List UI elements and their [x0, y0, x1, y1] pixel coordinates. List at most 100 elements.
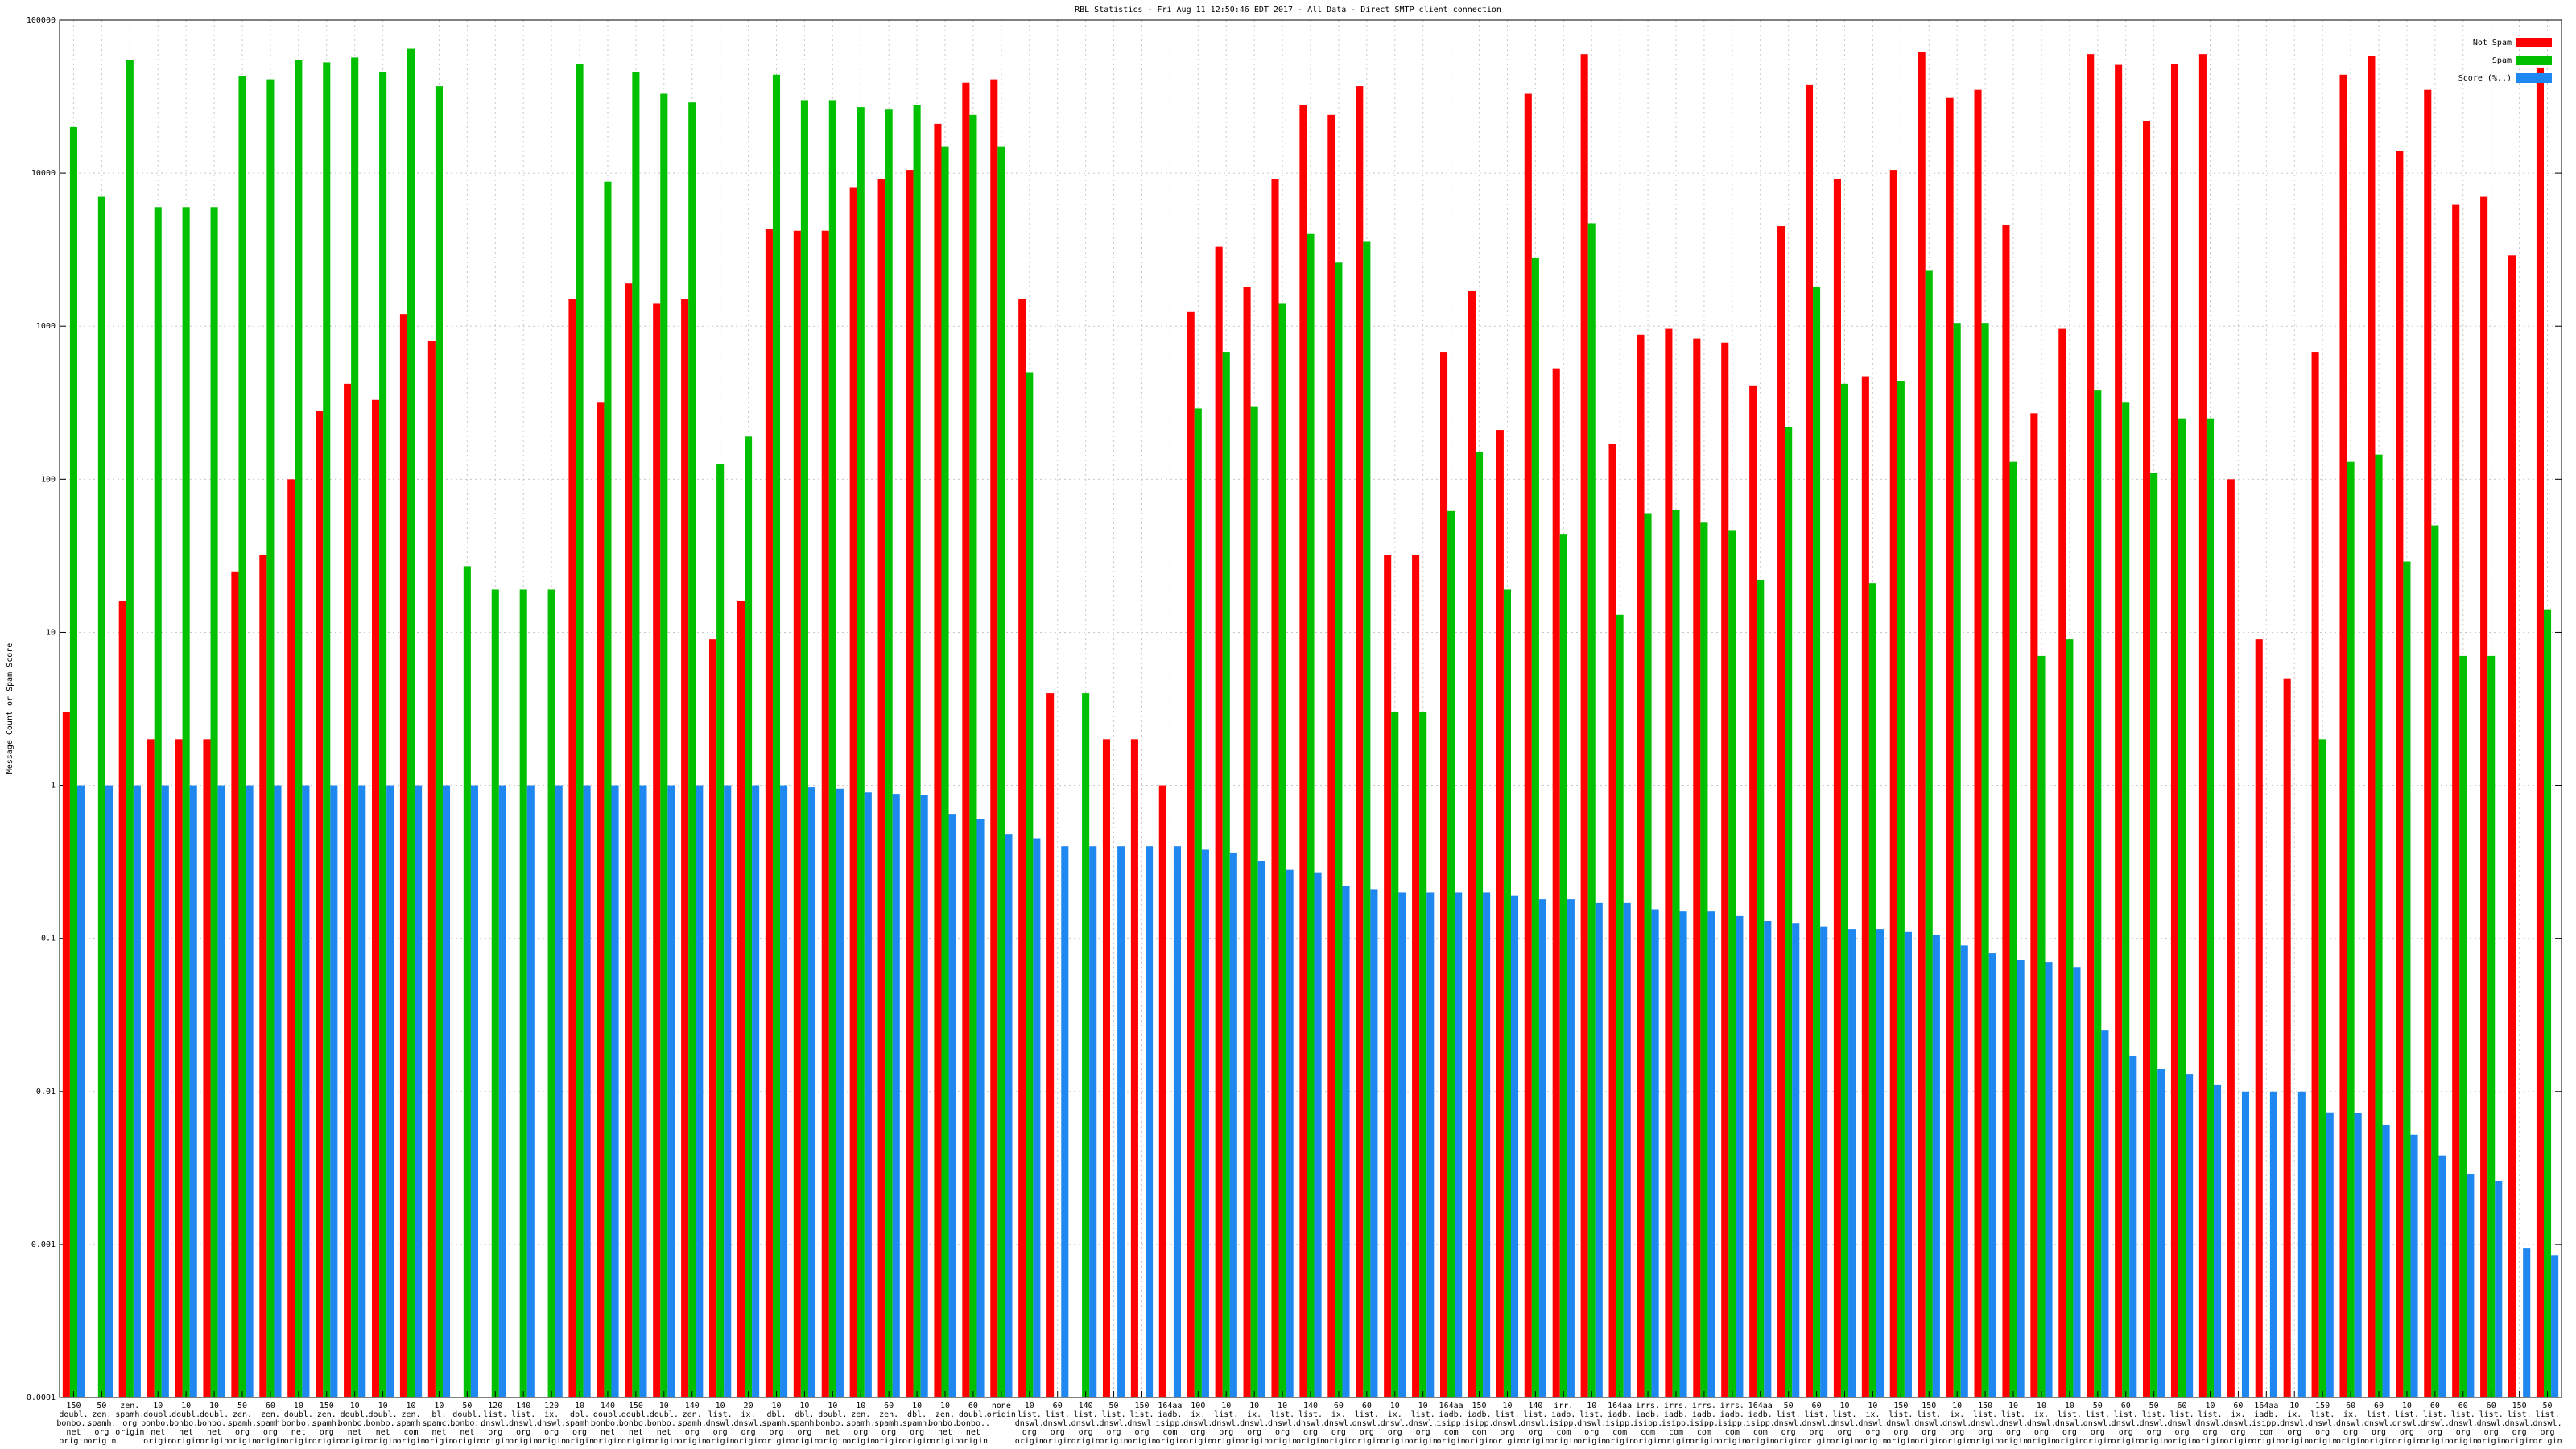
bar	[1749, 385, 1757, 1397]
x-tick-label: 60	[1362, 1402, 1372, 1410]
x-tick-label: ix.	[741, 1410, 756, 1419]
y-tick-label: 1000	[36, 322, 56, 331]
bar	[295, 60, 303, 1397]
x-tick-label: org	[544, 1428, 559, 1437]
x-tick-label: org	[2541, 1428, 2555, 1437]
x-tick-label: irrs.	[1636, 1402, 1660, 1410]
x-tick-label: list.	[2395, 1410, 2419, 1419]
x-tick-label: bonbo..	[956, 1419, 990, 1428]
bar	[1426, 892, 1435, 1397]
bar	[800, 100, 808, 1398]
x-tick-label: origin	[2112, 1437, 2140, 1446]
x-tick-label: bonbo..	[56, 1419, 90, 1428]
x-tick-label: origin	[1409, 1437, 1438, 1446]
x-tick-label: list.	[2198, 1410, 2222, 1419]
bar	[1278, 303, 1286, 1397]
x-tick-label: list.	[1579, 1410, 1604, 1419]
x-tick-label: org	[1107, 1428, 1121, 1437]
bar	[1644, 513, 1652, 1397]
bar	[415, 785, 423, 1397]
x-tick-label: org	[2512, 1428, 2527, 1437]
x-tick-label: 10	[716, 1402, 725, 1410]
bar	[1805, 84, 1814, 1397]
x-tick-label: origin	[1690, 1437, 1719, 1446]
bar	[2122, 402, 2130, 1397]
x-tick-label: 10	[1502, 1402, 1512, 1410]
bar	[1981, 323, 1989, 1398]
bar	[330, 785, 338, 1397]
x-tick-label: 120	[488, 1402, 502, 1410]
bar	[1531, 258, 1539, 1397]
bar	[793, 230, 801, 1397]
x-tick-label: 164aa	[1748, 1402, 1773, 1410]
x-tick-label: origin	[1015, 1437, 1044, 1446]
x-tick-label: org	[1051, 1428, 1065, 1437]
x-tick-label: origin	[1633, 1437, 1662, 1446]
x-tick-label: origin	[2223, 1437, 2252, 1446]
x-tick-label: bonbo..	[450, 1419, 484, 1428]
x-tick-label: 10	[2065, 1402, 2074, 1410]
x-tick-label: origin	[1942, 1437, 1971, 1446]
x-tick-label: 60	[2374, 1402, 2384, 1410]
x-tick-label: net	[966, 1428, 980, 1437]
x-tick-label: 10	[2289, 1402, 2299, 1410]
bar	[885, 109, 893, 1397]
x-tick-label: irrs.	[1720, 1402, 1744, 1410]
x-tick-label: 60	[968, 1402, 978, 1410]
x-tick-label: list.	[2535, 1410, 2559, 1419]
bar	[1398, 892, 1406, 1397]
x-tick-label: org	[741, 1428, 756, 1437]
x-tick-label: origin	[987, 1410, 1016, 1419]
legend-label: Spam	[2492, 56, 2512, 65]
x-tick-label: 50	[2149, 1402, 2159, 1410]
x-tick-label: dnswl.	[509, 1419, 538, 1428]
bar	[2354, 1113, 2362, 1397]
chart-title: RBL Statistics - Fri Aug 11 12:50:46 EDT…	[1075, 6, 1501, 14]
bar	[1335, 262, 1343, 1397]
bar	[597, 402, 605, 1397]
x-tick-label: doubl.	[959, 1410, 988, 1419]
x-tick-label: doubl.	[341, 1410, 369, 1419]
x-tick-label: ix.	[1191, 1410, 1205, 1419]
bar	[1370, 889, 1378, 1397]
x-tick-label: 120	[544, 1402, 559, 1410]
bar	[2214, 1084, 2222, 1397]
bar	[182, 207, 190, 1398]
bar	[133, 785, 141, 1397]
x-tick-label: 60	[1812, 1402, 1822, 1410]
bar	[604, 181, 612, 1398]
x-tick-label: 10	[434, 1402, 444, 1410]
x-tick-label: origin	[424, 1437, 453, 1446]
x-tick-label: doubl.	[143, 1410, 172, 1419]
bar	[2198, 54, 2207, 1398]
bar	[1391, 712, 1399, 1397]
bar	[435, 86, 443, 1398]
bar	[1243, 287, 1251, 1397]
x-tick-label: iadb.	[1467, 1410, 1491, 1419]
x-tick-label: origin	[341, 1437, 369, 1446]
x-tick-label: net	[657, 1428, 671, 1437]
x-tick-label: origin	[1662, 1437, 1690, 1446]
x-tick-label: origin	[312, 1437, 341, 1446]
bar	[1840, 383, 1849, 1398]
bar	[849, 187, 857, 1397]
bar	[2536, 67, 2544, 1397]
bar	[2255, 639, 2263, 1397]
x-tick-label: dnswl.	[1240, 1419, 1269, 1428]
x-tick-label: spamh.	[762, 1419, 791, 1428]
bar	[576, 63, 584, 1397]
bar	[1257, 861, 1265, 1397]
x-tick-label: org	[2343, 1428, 2358, 1437]
x-tick-label: 10	[350, 1402, 360, 1410]
x-tick-label: isipp.	[1718, 1419, 1747, 1428]
x-tick-label: 10	[1390, 1402, 1400, 1410]
x-tick-label: 140	[516, 1402, 530, 1410]
y-tick-label: 100	[41, 475, 56, 484]
x-tick-label: list.	[2451, 1410, 2475, 1419]
y-tick-label: 10000	[31, 169, 56, 178]
x-tick-label: origin	[1240, 1437, 1269, 1446]
y-tick-label: 1	[51, 782, 56, 791]
x-tick-label: list.	[483, 1410, 507, 1419]
x-tick-label: dnswl.	[2112, 1419, 2140, 1428]
